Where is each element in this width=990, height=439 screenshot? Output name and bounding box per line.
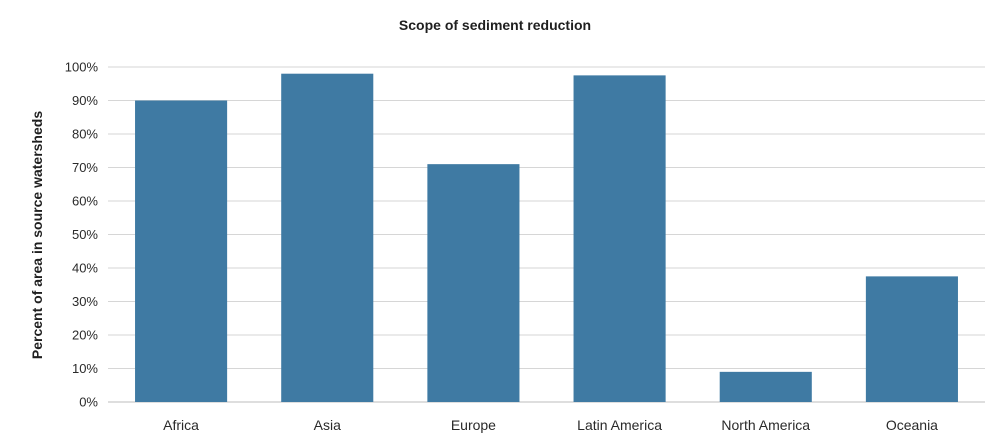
chart-title: Scope of sediment reduction [399, 17, 591, 33]
x-category-label: Oceania [886, 417, 938, 433]
y-axis-title: Percent of area in source watersheds [29, 111, 45, 359]
gridlines [108, 66, 985, 403]
y-tick-label: 30% [72, 294, 98, 309]
bar [865, 276, 958, 402]
y-tick-label: 60% [72, 194, 98, 209]
bar [427, 164, 520, 402]
x-category-label: Asia [314, 417, 341, 433]
y-tick-label: 0% [79, 395, 98, 410]
x-category-label: Africa [163, 417, 199, 433]
x-category-label: North America [721, 417, 810, 433]
bar [281, 73, 374, 402]
y-tick-label: 50% [72, 227, 98, 242]
y-axis: 0% 10% 20% 30% 40% 50% 60% 70% 80% 90% 100% [65, 60, 99, 410]
y-tick-label: 40% [72, 261, 98, 276]
x-category-label: Latin America [577, 417, 662, 433]
y-tick-label: 10% [72, 361, 98, 376]
bar [573, 75, 666, 402]
y-tick-label: 80% [72, 127, 98, 142]
y-tick-label: 100% [65, 60, 99, 75]
x-category-label: Europe [451, 417, 496, 433]
bar [135, 100, 228, 402]
y-tick-label: 70% [72, 160, 98, 175]
y-tick-label: 20% [72, 328, 98, 343]
bar [719, 371, 812, 402]
bars [135, 73, 958, 402]
x-axis: Africa Asia Europe Latin America North Ameri… [163, 417, 938, 433]
y-tick-label: 90% [72, 93, 98, 108]
